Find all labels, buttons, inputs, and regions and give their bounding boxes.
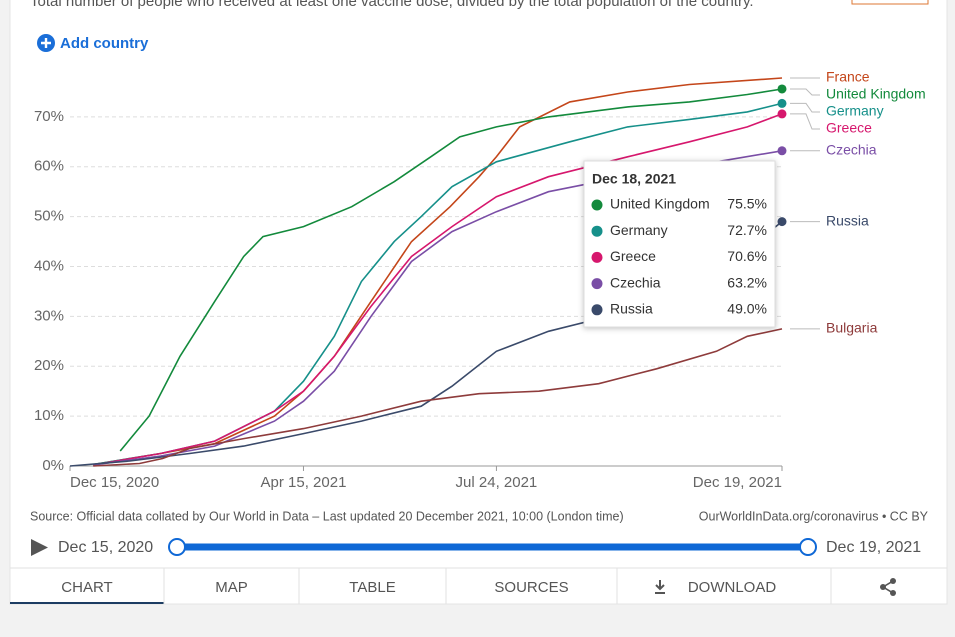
tooltip-name: Czechia bbox=[610, 274, 661, 290]
tooltip-title: Dec 18, 2021 bbox=[592, 171, 676, 187]
y-tick-label: 70% bbox=[34, 108, 64, 125]
tabs: CHART MAP TABLE SOURCES DOWNLOAD bbox=[10, 568, 832, 604]
y-tick-label: 50% bbox=[34, 208, 64, 225]
y-tick-label: 0% bbox=[42, 457, 64, 474]
legend-connector bbox=[790, 113, 820, 130]
tooltip-name: Russia bbox=[610, 301, 653, 317]
tab[interactable]: DOWNLOAD bbox=[688, 579, 777, 596]
tooltip-name: Greece bbox=[610, 248, 656, 264]
tooltip-value: 70.6% bbox=[727, 248, 767, 264]
tooltip: Dec 18, 2021 United Kingdom 75.5% Germany 72… bbox=[583, 160, 776, 328]
x-tick-label: Apr 15, 2021 bbox=[261, 474, 347, 491]
tooltip-dot bbox=[591, 225, 603, 237]
tooltip-dot bbox=[591, 278, 603, 290]
tooltip-value: 75.5% bbox=[727, 196, 767, 212]
series-line bbox=[119, 88, 783, 452]
series-line bbox=[93, 328, 783, 467]
y-tick-label: 10% bbox=[34, 407, 64, 424]
x-tick-label: Dec 15, 2020 bbox=[70, 474, 159, 491]
card bbox=[9, 0, 948, 605]
share-button[interactable] bbox=[880, 578, 896, 596]
add-country-label[interactable]: Add country bbox=[60, 35, 149, 52]
hover-dot bbox=[777, 217, 787, 227]
timeline-handle[interactable] bbox=[799, 538, 817, 556]
legend-connector bbox=[790, 88, 820, 96]
share-lines bbox=[882, 580, 894, 594]
series-line bbox=[93, 77, 783, 466]
tooltip-value: 63.2% bbox=[727, 274, 767, 290]
tab[interactable]: MAP bbox=[215, 579, 248, 596]
timeline-start: Dec 15, 2020 bbox=[58, 539, 153, 556]
tooltip-name: United Kingdom bbox=[610, 196, 710, 212]
tooltip-dot bbox=[591, 304, 603, 316]
x-tick-label: Dec 19, 2021 bbox=[693, 474, 782, 491]
legend-label[interactable]: Greece bbox=[826, 120, 872, 136]
timeline-handle[interactable] bbox=[168, 538, 186, 556]
tooltip-dot bbox=[591, 251, 603, 263]
hover-dot bbox=[777, 109, 787, 119]
tooltip-dot bbox=[591, 199, 603, 211]
y-tick-label: 30% bbox=[34, 307, 64, 324]
series-line bbox=[93, 113, 783, 466]
plus bbox=[41, 38, 51, 48]
cut-button[interactable] bbox=[851, 0, 929, 5]
subtitle: Total number of people who received at l… bbox=[30, 0, 754, 10]
tooltip-name: Germany bbox=[610, 222, 668, 238]
tab[interactable]: SOURCES bbox=[494, 579, 568, 596]
legend-label[interactable]: Germany bbox=[826, 103, 884, 119]
timeline-end: Dec 19, 2021 bbox=[826, 539, 921, 556]
legend-label[interactable]: France bbox=[826, 69, 870, 85]
legend-label[interactable]: United Kingdom bbox=[826, 86, 926, 102]
tab[interactable]: CHART bbox=[61, 579, 112, 596]
hover-dot bbox=[777, 146, 787, 156]
legend-label[interactable]: Czechia bbox=[826, 142, 877, 158]
hover-dot bbox=[777, 98, 787, 108]
tooltip-box bbox=[583, 160, 776, 328]
plot: 0% 10% 20% 30% 40% 50% 60% 70% Dec 15, 2020 Apr 1… bbox=[34, 69, 926, 491]
legend-label[interactable]: Russia bbox=[826, 212, 869, 228]
hover-dot bbox=[777, 84, 787, 94]
tab[interactable]: TABLE bbox=[349, 579, 395, 596]
y-tick-label: 20% bbox=[34, 357, 64, 374]
legend-label[interactable]: Bulgaria bbox=[826, 320, 878, 336]
download-icon bbox=[655, 580, 665, 594]
tooltip-value: 72.7% bbox=[727, 222, 767, 238]
y-tick-label: 60% bbox=[34, 158, 64, 175]
x-tick-label: Jul 24, 2021 bbox=[456, 474, 538, 491]
legend-connector bbox=[790, 102, 820, 113]
play-button[interactable] bbox=[31, 539, 48, 556]
y-tick-label: 40% bbox=[34, 257, 64, 274]
tooltip-value: 49.0% bbox=[727, 301, 767, 317]
license[interactable]: OurWorldInData.org/coronavirus • CC BY bbox=[699, 509, 929, 523]
add-country[interactable]: Add country bbox=[37, 34, 149, 52]
source: Source: Official data collated by Our Wo… bbox=[30, 509, 624, 523]
